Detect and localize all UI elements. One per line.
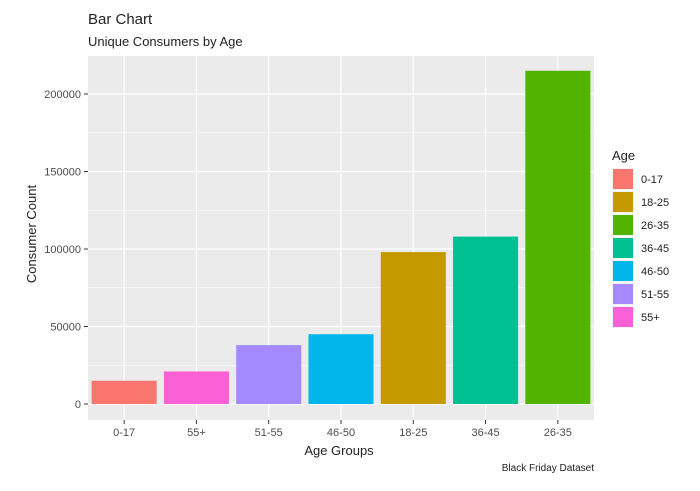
legend-swatch-0-17: [613, 169, 633, 189]
legend-label: 18-25: [641, 197, 669, 209]
y-axis-label: Consumer Count: [24, 184, 39, 283]
x-tick-label: 18-25: [399, 427, 427, 439]
legend-swatch-18-25: [613, 192, 633, 212]
bar-51-55: [236, 345, 302, 404]
chart-caption: Black Friday Dataset: [502, 463, 594, 474]
x-tick-label: 0-17: [113, 427, 135, 439]
bar-46-50: [308, 334, 374, 404]
legend-swatch-26-35: [613, 215, 633, 235]
bars: [91, 70, 591, 404]
y-tick-label: 0: [75, 399, 81, 411]
legend-label: 26-35: [641, 220, 669, 232]
legend-label: 0-17: [641, 174, 663, 186]
x-tick-label: 26-35: [544, 427, 572, 439]
bar-26-35: [525, 70, 591, 404]
bar-0-17: [91, 380, 157, 404]
axes: 0 50000 100000 150000 200000 0-17 55+ 51-55 46-5…: [44, 89, 572, 439]
legend-swatch-36-45: [613, 238, 633, 258]
bar-18-25: [380, 252, 446, 404]
legend: 0-17 18-25 26-35 36-45 46-50 51-55 55+: [612, 168, 669, 328]
legend-label: 55+: [641, 312, 660, 324]
legend-label: 36-45: [641, 243, 669, 255]
bar-36-45: [453, 236, 519, 404]
x-tick-label: 36-45: [472, 427, 500, 439]
legend-label: 51-55: [641, 289, 669, 301]
legend-swatch-46-50: [613, 261, 633, 281]
y-tick-label: 50000: [50, 322, 81, 334]
legend-swatch-55+: [613, 307, 633, 327]
chart-subtitle: Unique Consumers by Age: [88, 34, 243, 49]
y-tick-label: 150000: [44, 167, 81, 179]
chart-title: Bar Chart: [88, 11, 153, 28]
x-tick-label: 51-55: [255, 427, 283, 439]
legend-swatch-51-55: [613, 284, 633, 304]
legend-label: 46-50: [641, 266, 669, 278]
legend-title: Age: [612, 148, 635, 163]
x-tick-label: 46-50: [327, 427, 355, 439]
x-axis-label: Age Groups: [304, 443, 374, 458]
y-tick-label: 100000: [44, 244, 81, 256]
bar-55+: [163, 371, 229, 404]
y-tick-label: 200000: [44, 89, 81, 101]
x-tick-label: 55+: [187, 427, 206, 439]
